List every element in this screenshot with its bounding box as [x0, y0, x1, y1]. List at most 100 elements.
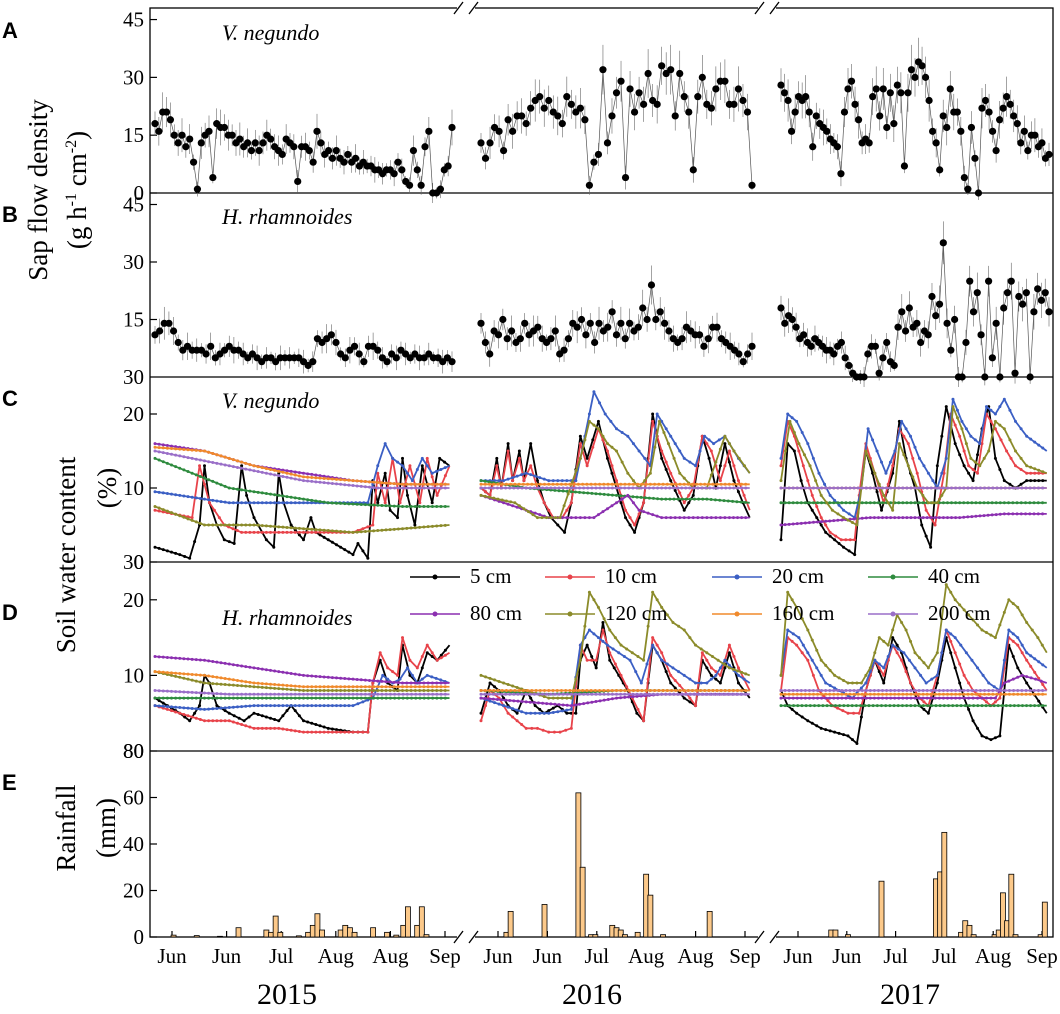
soil-marker	[1025, 651, 1029, 655]
soil-marker	[644, 482, 648, 486]
soil-marker	[511, 684, 515, 688]
soil-marker	[380, 503, 384, 507]
soil-marker	[668, 497, 672, 501]
soil-marker	[178, 711, 182, 715]
soil-marker	[684, 497, 688, 501]
soil-marker	[925, 696, 929, 700]
soil-marker	[339, 478, 343, 482]
soil-marker	[430, 651, 434, 655]
sap-point	[1003, 93, 1011, 101]
soil-marker	[223, 706, 227, 710]
soil-marker	[964, 651, 968, 655]
legend-label-200cm: 200 cm	[928, 601, 990, 625]
soil-marker	[439, 482, 443, 486]
soil-marker	[165, 451, 169, 455]
soil-marker	[322, 685, 326, 689]
soil-marker	[273, 726, 277, 730]
soil-marker	[810, 493, 814, 497]
soil-marker	[207, 460, 211, 464]
soil-marker	[718, 479, 722, 483]
soil-marker	[310, 692, 314, 696]
soil-marker	[393, 696, 397, 700]
soil-marker	[285, 525, 289, 529]
soil-marker	[694, 704, 698, 708]
sap-point	[713, 323, 721, 331]
soil-marker	[731, 516, 735, 520]
soil-marker	[841, 709, 845, 713]
soil-marker	[264, 696, 268, 700]
soil-marker	[624, 508, 628, 512]
soil-marker	[648, 689, 652, 693]
soil-marker	[700, 434, 704, 438]
sap-unit-sup1: -1	[63, 193, 80, 206]
month-tick-label: Aug	[628, 944, 665, 968]
soil-marker	[532, 692, 536, 696]
soil-marker	[705, 497, 709, 501]
soil-marker	[488, 699, 492, 703]
soil-marker	[285, 687, 289, 691]
sap-point	[1037, 296, 1046, 304]
sap-point	[169, 327, 178, 335]
axis-break-mark	[754, 930, 765, 944]
soil-marker	[958, 696, 962, 700]
sap-point	[996, 373, 1004, 381]
soil-marker	[958, 662, 962, 666]
soil-marker	[872, 501, 876, 505]
axis-break-mark	[769, 930, 780, 944]
soil-marker	[359, 692, 363, 696]
soil-marker	[1028, 486, 1032, 490]
soil-marker	[165, 443, 169, 447]
soil-marker	[269, 468, 272, 471]
soil-marker	[256, 490, 260, 494]
soil-marker	[565, 516, 569, 520]
soil-marker	[359, 696, 363, 700]
soil-marker	[937, 486, 941, 490]
soil-marker	[318, 696, 322, 700]
soil-marker	[815, 724, 819, 728]
soil-marker	[293, 477, 297, 481]
soil-marker	[814, 479, 818, 483]
sap-point	[294, 177, 302, 186]
soil-marker	[430, 681, 434, 685]
soil-marker	[198, 707, 202, 711]
soil-marker	[231, 720, 235, 724]
soil-marker	[380, 481, 384, 485]
soil-marker	[864, 681, 868, 685]
soil-marker	[1014, 464, 1017, 468]
soil-marker	[832, 689, 836, 693]
sap-point	[875, 369, 883, 377]
soil-marker	[269, 530, 272, 534]
soil-marker	[418, 681, 422, 685]
soil-marker	[322, 476, 326, 480]
soil-marker	[990, 513, 994, 517]
soil-marker	[984, 736, 988, 740]
soil-marker	[431, 486, 435, 490]
soil-marker	[1012, 689, 1016, 693]
soil-marker	[808, 704, 812, 708]
soil-marker	[820, 520, 824, 524]
soil-marker	[384, 689, 388, 693]
soil-marker	[669, 434, 673, 438]
soil-marker	[619, 494, 623, 498]
soil-marker	[492, 496, 496, 500]
species-label-b: H. rhamnoides	[221, 204, 352, 229]
soil-marker	[987, 486, 991, 490]
soil-marker	[819, 673, 823, 677]
soil-marker	[913, 486, 917, 490]
month-tick-label: Aug	[975, 944, 1012, 968]
soil-marker	[686, 482, 690, 486]
soil-marker	[430, 675, 434, 679]
soil-marker	[418, 689, 422, 693]
soil-marker	[825, 501, 829, 505]
soil-marker	[687, 516, 691, 520]
soil-marker	[868, 689, 872, 693]
soil-marker	[640, 482, 644, 486]
soil-marker	[881, 692, 885, 696]
soil-marker	[884, 704, 888, 708]
soil-marker	[578, 486, 582, 490]
soil-marker	[1016, 692, 1020, 696]
soil-marker	[538, 707, 542, 711]
soil-marker	[227, 692, 231, 696]
sap-point	[879, 354, 887, 362]
soil-marker	[842, 508, 846, 512]
